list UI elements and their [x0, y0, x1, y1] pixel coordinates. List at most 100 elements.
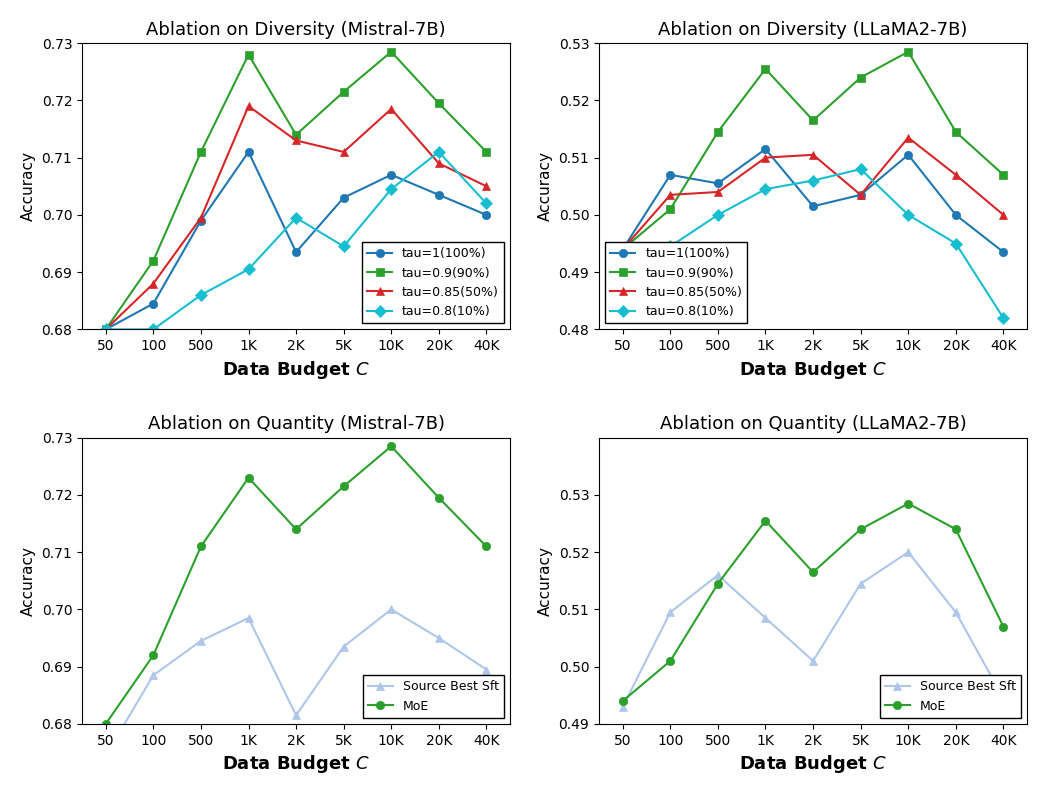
- MoE: [949, 525, 962, 534]
- tau=0.9(90%): [949, 127, 962, 137]
- tau=0.8(10%): [854, 164, 867, 174]
- tau=0.8(10%): [480, 199, 493, 209]
- tau=1(100%): [759, 144, 771, 154]
- tau=0.9(90%): [337, 87, 350, 96]
- Source Best Sft: [147, 670, 159, 680]
- Line: Source Best Sft: Source Best Sft: [102, 605, 490, 759]
- tau=0.9(90%): [195, 147, 208, 157]
- Legend: tau=1(100%), tau=0.9(90%), tau=0.85(50%), tau=0.8(10%): tau=1(100%), tau=0.9(90%), tau=0.85(50%)…: [362, 242, 504, 323]
- tau=0.9(90%): [807, 115, 820, 125]
- Title: Ablation on Quantity (Mistral-7B): Ablation on Quantity (Mistral-7B): [148, 416, 444, 433]
- Source Best Sft: [807, 656, 820, 665]
- tau=0.85(50%): [854, 190, 867, 200]
- Source Best Sft: [433, 634, 445, 643]
- Source Best Sft: [712, 570, 724, 579]
- tau=0.85(50%): [997, 210, 1009, 220]
- tau=0.85(50%): [616, 244, 629, 254]
- tau=0.85(50%): [433, 158, 445, 168]
- tau=1(100%): [902, 150, 915, 159]
- tau=1(100%): [433, 190, 445, 200]
- tau=0.8(10%): [385, 185, 397, 194]
- tau=0.9(90%): [290, 130, 303, 139]
- MoE: [433, 493, 445, 502]
- MoE: [807, 568, 820, 577]
- tau=0.8(10%): [433, 147, 445, 157]
- tau=0.8(10%): [759, 185, 771, 194]
- MoE: [147, 650, 159, 660]
- Line: tau=0.8(10%): tau=0.8(10%): [618, 165, 1007, 322]
- tau=0.85(50%): [242, 101, 255, 111]
- tau=0.9(90%): [854, 72, 867, 82]
- tau=0.9(90%): [712, 127, 724, 137]
- tau=0.9(90%): [385, 47, 397, 57]
- MoE: [854, 525, 867, 534]
- tau=0.85(50%): [290, 135, 303, 145]
- MoE: [195, 541, 208, 551]
- MoE: [902, 499, 915, 509]
- tau=0.8(10%): [664, 242, 677, 252]
- tau=0.85(50%): [712, 187, 724, 197]
- Source Best Sft: [385, 605, 397, 615]
- Y-axis label: Accuracy: Accuracy: [21, 546, 36, 616]
- Legend: Source Best Sft, MoE: Source Best Sft, MoE: [880, 675, 1021, 718]
- tau=1(100%): [480, 210, 493, 220]
- Line: MoE: MoE: [618, 499, 1007, 705]
- Source Best Sft: [337, 642, 350, 651]
- Line: tau=0.85(50%): tau=0.85(50%): [618, 134, 1007, 253]
- Line: tau=0.85(50%): tau=0.85(50%): [102, 102, 490, 334]
- tau=1(100%): [712, 178, 724, 188]
- tau=0.8(10%): [147, 325, 159, 334]
- Source Best Sft: [997, 693, 1009, 703]
- Source Best Sft: [100, 751, 112, 760]
- tau=0.85(50%): [902, 133, 915, 142]
- Y-axis label: Accuracy: Accuracy: [21, 151, 36, 221]
- tau=0.8(10%): [337, 242, 350, 252]
- tau=0.8(10%): [100, 325, 112, 334]
- tau=0.9(90%): [616, 244, 629, 254]
- Line: tau=1(100%): tau=1(100%): [102, 148, 490, 334]
- Source Best Sft: [902, 548, 915, 557]
- MoE: [759, 516, 771, 525]
- tau=1(100%): [242, 147, 255, 157]
- tau=1(100%): [385, 170, 397, 180]
- tau=0.85(50%): [949, 170, 962, 180]
- Source Best Sft: [949, 607, 962, 617]
- tau=0.8(10%): [195, 291, 208, 300]
- Title: Ablation on Diversity (LLaMA2-7B): Ablation on Diversity (LLaMA2-7B): [658, 21, 967, 39]
- Line: MoE: MoE: [102, 442, 490, 728]
- Legend: tau=1(100%), tau=0.9(90%), tau=0.85(50%), tau=0.8(10%): tau=1(100%), tau=0.9(90%), tau=0.85(50%)…: [606, 242, 747, 323]
- tau=1(100%): [100, 325, 112, 334]
- tau=0.9(90%): [242, 50, 255, 60]
- X-axis label: Data Budget $C$: Data Budget $C$: [739, 753, 887, 775]
- Source Best Sft: [759, 613, 771, 622]
- Source Best Sft: [195, 636, 208, 646]
- Legend: Source Best Sft, MoE: Source Best Sft, MoE: [363, 675, 504, 718]
- X-axis label: Data Budget $C$: Data Budget $C$: [222, 359, 370, 380]
- tau=0.9(90%): [902, 47, 915, 57]
- MoE: [616, 696, 629, 706]
- MoE: [997, 622, 1009, 631]
- tau=0.8(10%): [616, 244, 629, 254]
- tau=0.9(90%): [147, 256, 159, 265]
- Line: tau=0.8(10%): tau=0.8(10%): [102, 148, 490, 334]
- tau=0.9(90%): [664, 205, 677, 214]
- MoE: [385, 442, 397, 451]
- MoE: [100, 719, 112, 728]
- tau=0.8(10%): [807, 176, 820, 185]
- Source Best Sft: [480, 665, 493, 674]
- tau=0.85(50%): [337, 147, 350, 157]
- Y-axis label: Accuracy: Accuracy: [538, 546, 553, 616]
- tau=0.85(50%): [147, 279, 159, 288]
- X-axis label: Data Budget $C$: Data Budget $C$: [222, 753, 370, 775]
- tau=1(100%): [290, 248, 303, 257]
- tau=0.9(90%): [433, 99, 445, 108]
- MoE: [337, 482, 350, 491]
- MoE: [242, 473, 255, 482]
- tau=1(100%): [807, 201, 820, 211]
- Source Best Sft: [664, 607, 677, 617]
- tau=1(100%): [949, 210, 962, 220]
- tau=1(100%): [195, 216, 208, 225]
- tau=0.85(50%): [195, 213, 208, 223]
- tau=1(100%): [854, 190, 867, 200]
- tau=0.8(10%): [949, 239, 962, 248]
